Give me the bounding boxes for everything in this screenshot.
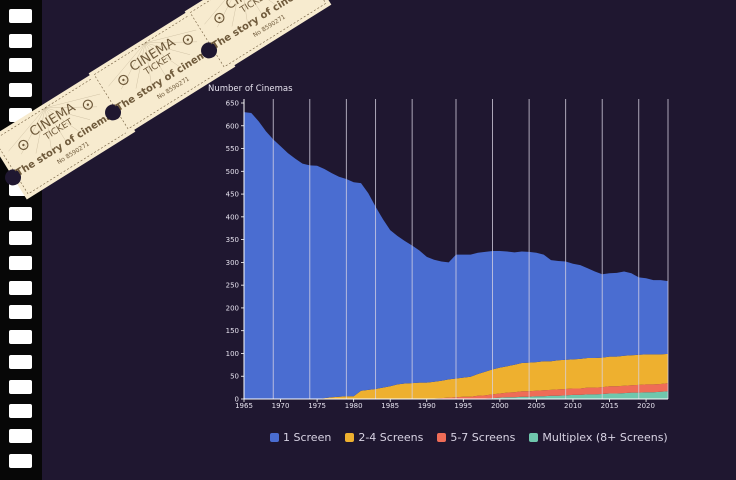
film-reel-icon bbox=[82, 99, 93, 110]
area-2-4-screens bbox=[244, 353, 668, 399]
ticket-ray bbox=[144, 42, 152, 85]
ticket-ray bbox=[240, 0, 248, 23]
ticket-ray bbox=[240, 0, 276, 5]
legend-swatch bbox=[270, 433, 279, 442]
ticket-ray bbox=[144, 42, 180, 67]
x-tick-label: 1995 bbox=[454, 402, 472, 410]
film-reel-icon bbox=[182, 34, 193, 45]
ticket-ray bbox=[145, 41, 198, 44]
x-tick-label: 1975 bbox=[308, 402, 326, 410]
legend-label: 5-7 Screens bbox=[450, 431, 516, 444]
y-tick-label: 200 bbox=[226, 304, 239, 312]
x-tick-label: 1985 bbox=[381, 402, 399, 410]
film-reel-icon bbox=[118, 74, 129, 86]
y-axis-label: Number of Cinemas bbox=[208, 84, 293, 94]
ticket-ray bbox=[44, 93, 101, 109]
legend-label: 2-4 Screens bbox=[358, 431, 424, 444]
ticket-ray bbox=[231, 0, 242, 27]
y-tick-label: 250 bbox=[226, 282, 239, 290]
ticket-ray bbox=[8, 107, 46, 152]
area-5-7-screens bbox=[244, 383, 668, 399]
y-tick-label: 150 bbox=[226, 327, 239, 335]
film-hole bbox=[9, 354, 32, 369]
film-hole bbox=[9, 33, 32, 48]
ticket-ray bbox=[135, 42, 146, 89]
ticket-notch bbox=[105, 104, 122, 121]
x-tick-label: 2015 bbox=[601, 402, 619, 410]
x-tick-label: 2020 bbox=[637, 402, 655, 410]
legend-item-multiplex[interactable]: Multiplex (8+ Screens) bbox=[529, 431, 668, 444]
y-tick-label: 100 bbox=[226, 350, 239, 358]
ticket-ray bbox=[108, 42, 146, 87]
y-tick-label: 550 bbox=[226, 145, 239, 153]
legend-swatch bbox=[437, 433, 447, 442]
y-tick-label: 650 bbox=[226, 100, 239, 108]
x-tick-label: 1990 bbox=[418, 402, 436, 410]
x-tick-label: 1965 bbox=[235, 402, 253, 410]
y-tick-label: 450 bbox=[226, 191, 239, 199]
ticket-notch bbox=[5, 169, 22, 186]
chart-legend: 1 Screen 2-4 Screens 5-7 Screens Multipl… bbox=[270, 431, 668, 444]
x-tick-label: 2005 bbox=[527, 402, 545, 410]
film-hole bbox=[9, 280, 32, 295]
legend-item-2-4-screens[interactable]: 2-4 Screens bbox=[345, 431, 423, 444]
legend-swatch bbox=[529, 433, 539, 442]
y-tick-label: 50 bbox=[230, 373, 239, 381]
y-tick-label: 600 bbox=[226, 122, 239, 130]
film-hole bbox=[9, 379, 32, 394]
area-multiplex-8-screens bbox=[244, 391, 668, 399]
film-reel-icon bbox=[18, 139, 29, 151]
ticket-ray bbox=[144, 42, 167, 77]
ticket-ray bbox=[21, 107, 46, 155]
x-tick-label: 1970 bbox=[272, 402, 290, 410]
y-tick-label: 0 bbox=[235, 396, 239, 404]
y-tick-label: 400 bbox=[226, 213, 239, 221]
ticket-body bbox=[184, 0, 332, 73]
ticket-ray bbox=[44, 107, 52, 150]
ticket-ray bbox=[45, 106, 98, 109]
legend-label: 1 Screen bbox=[283, 431, 332, 444]
ticket-ray bbox=[144, 42, 191, 55]
film-hole bbox=[9, 83, 32, 98]
ticket-ray bbox=[240, 0, 263, 15]
film-hole bbox=[9, 305, 32, 320]
x-tick-label: 2000 bbox=[491, 402, 509, 410]
film-reel-icon bbox=[214, 12, 225, 24]
legend-item-1-screen[interactable]: 1 Screen bbox=[270, 431, 331, 444]
legend-item-5-7-screens[interactable]: 5-7 Screens bbox=[437, 431, 515, 444]
film-hole bbox=[9, 330, 32, 345]
film-hole bbox=[9, 231, 32, 246]
ticket-body bbox=[88, 5, 236, 135]
film-hole bbox=[9, 9, 32, 23]
ticket-ray bbox=[44, 107, 80, 132]
x-tick-label: 1980 bbox=[345, 402, 363, 410]
y-tick-label: 300 bbox=[226, 259, 239, 267]
film-hole bbox=[9, 453, 32, 468]
y-tick-label: 350 bbox=[226, 236, 239, 244]
ticket-body bbox=[0, 70, 136, 200]
film-hole bbox=[9, 206, 32, 221]
ticket-ray bbox=[204, 0, 242, 25]
film-hole bbox=[9, 256, 32, 270]
ticket-ray bbox=[44, 107, 91, 120]
ticket-ray bbox=[35, 107, 46, 154]
film-hole bbox=[9, 58, 32, 73]
ticket-ray bbox=[44, 107, 67, 142]
film-hole bbox=[9, 428, 32, 443]
ticket-ray bbox=[144, 28, 201, 44]
ticket-notch bbox=[201, 42, 218, 59]
ticket-ray bbox=[121, 42, 146, 90]
ticket-ray bbox=[217, 0, 242, 28]
y-tick-label: 500 bbox=[226, 168, 239, 176]
film-hole bbox=[9, 404, 32, 419]
legend-label: Multiplex (8+ Screens) bbox=[542, 431, 668, 444]
legend-swatch bbox=[345, 433, 355, 442]
x-tick-label: 2010 bbox=[564, 402, 582, 410]
